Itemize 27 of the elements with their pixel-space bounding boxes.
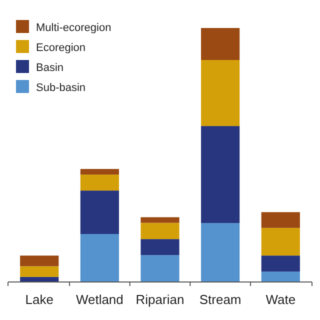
legend-label: Sub-basin xyxy=(36,82,86,94)
bar xyxy=(140,222,180,240)
bar xyxy=(261,256,300,272)
legend-label: Ecoregion xyxy=(36,42,86,54)
bar xyxy=(80,174,119,191)
x-tick-label: Wetland xyxy=(76,292,124,307)
x-tick-label: Wate xyxy=(266,292,296,307)
bar xyxy=(201,28,240,60)
x-tick-label: Stream xyxy=(199,292,242,307)
legend-label: Multi-ecoregion xyxy=(36,22,112,34)
bar xyxy=(201,126,240,224)
bar xyxy=(201,223,240,282)
x-tick-label: Lake xyxy=(25,292,54,307)
bar xyxy=(261,228,300,256)
bar xyxy=(80,190,119,234)
bar xyxy=(20,256,59,266)
bar xyxy=(261,212,300,228)
bar xyxy=(140,217,180,223)
x-tick-label: Riparian xyxy=(136,292,184,307)
bar xyxy=(20,266,59,277)
legend-label: Basin xyxy=(36,62,64,74)
bar xyxy=(140,255,180,282)
bar xyxy=(80,234,119,282)
bar xyxy=(140,239,180,256)
bar xyxy=(80,168,119,175)
bar xyxy=(261,272,300,282)
bar xyxy=(201,60,240,126)
